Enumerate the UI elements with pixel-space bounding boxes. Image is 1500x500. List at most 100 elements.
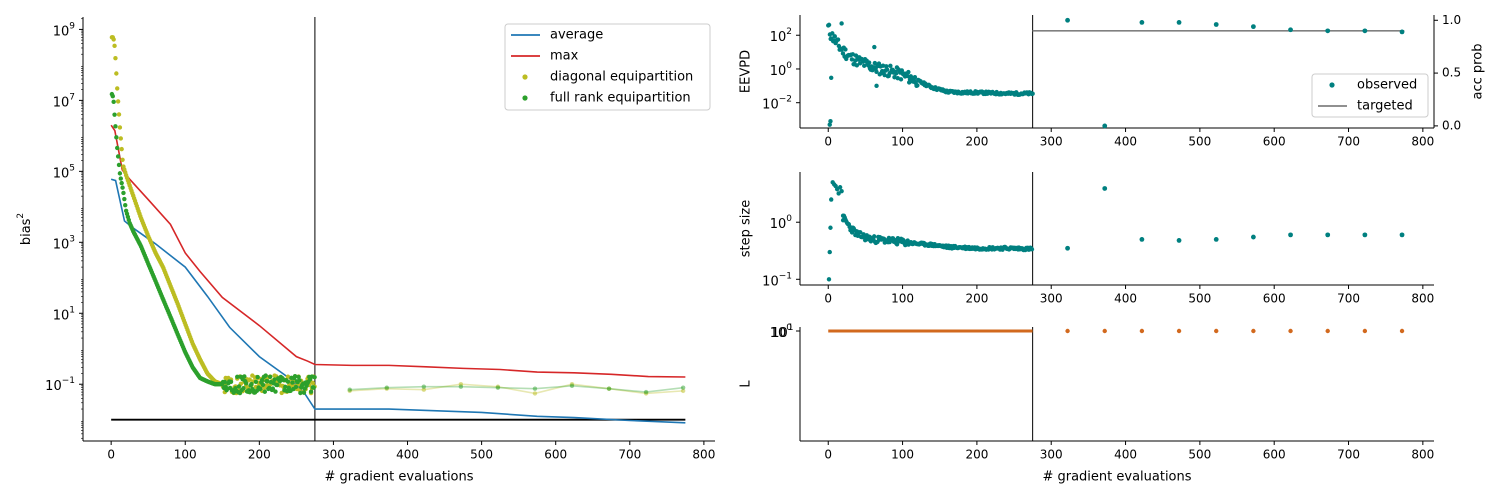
x-tick-label: 100 [174,448,197,462]
data-point [1251,328,1256,334]
data-point [249,381,254,387]
data-point [854,63,860,68]
data-point [115,86,120,91]
data-point [120,157,125,162]
data-point [898,77,904,82]
x-tick-label: 700 [1337,135,1360,149]
data-point [243,381,249,386]
x-tick-label: 700 [1337,292,1360,306]
x-tick-label: 100 [891,292,914,306]
data-point [222,379,228,385]
data-point [112,43,117,49]
legend-label: diagonal equipartition [550,70,693,85]
x-tick-label: 0 [824,135,832,149]
data-point [285,379,291,384]
x-tick-label: 300 [1040,448,1063,462]
data-point [301,390,307,395]
x-tick-label: 400 [1114,448,1137,462]
data-point [1030,91,1035,96]
y-axis-label: EEVPD [739,50,754,93]
data-point [1139,237,1145,242]
data-point [119,146,124,152]
acc-point [1176,19,1182,25]
y-tick-label: 10−1 [45,376,75,394]
data-point [283,384,288,390]
data-point [118,176,123,181]
series-points-full-rank-equipartition [109,91,317,396]
series-line-average [110,178,686,424]
legend-label: full rank equipartition [550,91,691,106]
series-line-diagonal-equipartition-after-warmup- [349,383,684,395]
data-point [872,60,878,66]
y-axis-label: bias2 [16,213,34,245]
data-point [116,162,122,168]
acc-point [1213,22,1219,27]
data-point [1325,328,1330,334]
x-tick-label: 400 [396,448,419,462]
data-point [912,74,918,80]
data-point [606,386,612,391]
x-tick-label: 0 [824,448,832,462]
legend-label: average [550,28,603,43]
x-tick-label: 500 [1188,292,1211,306]
data-point [1362,232,1368,238]
x-tick-label: 400 [1114,135,1137,149]
data-point [110,93,115,99]
data-point [116,112,122,117]
data-point [830,31,835,36]
data-point [858,230,863,235]
data-point [1102,328,1107,334]
x-tick-label: 500 [1188,448,1211,462]
data-point [839,21,844,26]
data-point [1362,328,1368,334]
y-right-tick-label: 0.5 [1442,66,1461,80]
y-tick-label: 109 [53,21,76,39]
legend-marker-icon [1329,82,1335,88]
acc-point [1139,19,1145,25]
data-point [273,389,278,394]
data-point [260,382,266,388]
x-tick-label: 800 [1411,292,1434,306]
x-tick-label: 700 [618,448,641,462]
data-point [871,234,877,239]
data-point [1288,232,1293,238]
data-point [272,377,277,382]
data-point [1102,186,1108,191]
x-tick-label: 700 [1337,448,1360,462]
data-point [884,67,890,72]
data-point [113,124,118,129]
data-point [1029,247,1035,252]
x-tick-label: 300 [1040,292,1063,306]
data-point [297,378,302,383]
data-point [121,190,126,196]
x-tick-label: 400 [1114,292,1137,306]
y-right-axis-label: acc prob [1471,44,1486,100]
y-right-tick-label: 1.0 [1442,13,1461,27]
data-point [347,387,352,392]
data-point [827,122,832,127]
x-tick-label: 200 [965,448,988,462]
data-point [888,63,893,69]
data-point [1065,328,1070,334]
eevpd-points [826,21,1035,127]
y-right-tick-label: 0.0 [1442,118,1461,132]
x-tick-label: 800 [1411,448,1434,462]
stepsize-points [826,180,1405,282]
data-point [843,47,848,52]
data-point [832,34,837,39]
data-point [120,185,125,190]
x-tick-label: 300 [1040,135,1063,149]
bias-panel: 0 100 200 300 400 500 600 700 800 10−1 101 103 105 10… [16,17,715,485]
data-point [263,373,268,378]
y-tick-label: 100 [770,323,793,341]
data-point [680,388,686,394]
y-tick-label: 10−2 [762,94,792,112]
data-point [308,389,314,394]
data-point [905,73,910,79]
series-line-max [110,124,686,378]
data-point [880,63,886,68]
data-point [112,112,117,117]
data-point [114,135,119,140]
x-tick-label: 100 [891,448,914,462]
